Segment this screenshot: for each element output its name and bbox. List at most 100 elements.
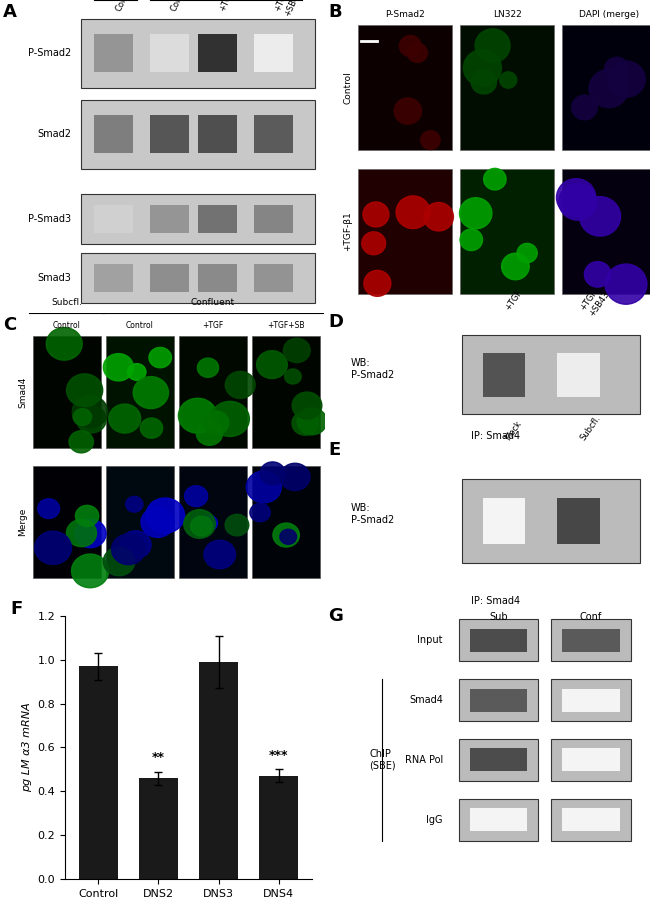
Bar	[551, 739, 630, 781]
Circle shape	[424, 203, 454, 231]
Bar	[562, 748, 619, 772]
Circle shape	[225, 515, 249, 535]
Text: Sub: Sub	[489, 612, 508, 622]
Text: **: **	[152, 751, 165, 764]
Text: Subcfl.: Subcfl.	[51, 298, 82, 306]
Bar	[562, 169, 650, 294]
Circle shape	[109, 404, 140, 433]
Circle shape	[517, 244, 537, 263]
Circle shape	[185, 486, 208, 506]
Circle shape	[127, 363, 146, 381]
Circle shape	[66, 374, 103, 407]
Bar	[252, 336, 320, 448]
Bar	[32, 466, 101, 578]
Circle shape	[605, 264, 647, 304]
Circle shape	[257, 351, 287, 379]
Circle shape	[556, 178, 596, 217]
Bar	[470, 629, 527, 652]
Circle shape	[460, 198, 492, 229]
Text: P-Smad2: P-Smad2	[385, 10, 424, 19]
Bar	[254, 265, 292, 292]
Text: A: A	[3, 3, 17, 21]
Text: ChIP
(SBE): ChIP (SBE)	[370, 749, 396, 771]
Text: +TGF
+SB43: +TGF +SB43	[578, 284, 611, 318]
Circle shape	[589, 70, 629, 108]
Circle shape	[408, 43, 427, 63]
Circle shape	[77, 406, 106, 433]
Circle shape	[559, 184, 597, 220]
Circle shape	[260, 462, 285, 485]
Circle shape	[460, 229, 482, 251]
Text: Smad4: Smad4	[18, 376, 27, 408]
Circle shape	[364, 270, 391, 296]
Circle shape	[250, 503, 270, 522]
Circle shape	[203, 411, 229, 435]
Circle shape	[125, 496, 143, 512]
Bar	[81, 253, 315, 304]
Text: C: C	[3, 315, 16, 333]
Text: Control: Control	[114, 0, 135, 14]
Circle shape	[246, 471, 281, 503]
Text: +TGF
+SB43: +TGF +SB43	[273, 0, 303, 17]
Bar	[462, 479, 640, 564]
Text: E: E	[328, 441, 341, 459]
Bar	[94, 34, 133, 72]
Circle shape	[75, 519, 106, 548]
Text: Smad2: Smad2	[38, 130, 72, 140]
Circle shape	[69, 430, 94, 453]
Text: Subcfl.: Subcfl.	[578, 413, 603, 442]
Circle shape	[46, 328, 82, 361]
Text: +TGF-β1: +TGF-β1	[343, 211, 352, 251]
Bar	[459, 620, 538, 661]
Bar	[470, 808, 527, 832]
Circle shape	[103, 353, 133, 381]
Bar	[150, 265, 188, 292]
Circle shape	[190, 516, 213, 536]
Bar	[81, 100, 315, 169]
Text: +TGF: +TGF	[218, 0, 236, 14]
Circle shape	[103, 547, 135, 575]
Text: Merge: Merge	[18, 507, 27, 535]
Circle shape	[133, 377, 168, 409]
Circle shape	[273, 523, 300, 547]
Text: F: F	[10, 601, 23, 618]
Bar	[198, 115, 237, 153]
Circle shape	[204, 540, 235, 569]
Bar	[198, 34, 237, 72]
Circle shape	[399, 35, 421, 56]
Bar	[482, 498, 525, 545]
Circle shape	[120, 531, 151, 558]
Text: DAPI (merge): DAPI (merge)	[579, 10, 640, 19]
Circle shape	[72, 396, 108, 428]
Bar	[179, 466, 247, 578]
Text: D: D	[328, 313, 343, 331]
Bar	[254, 115, 292, 153]
Bar	[358, 25, 452, 150]
Text: IgG: IgG	[426, 814, 443, 824]
Bar	[358, 169, 452, 294]
Circle shape	[396, 196, 430, 228]
Bar	[94, 265, 133, 292]
Circle shape	[198, 358, 218, 377]
Bar	[558, 498, 599, 545]
Text: RNA Pol: RNA Pol	[404, 755, 443, 765]
Text: P-Smad3: P-Smad3	[29, 214, 72, 224]
Circle shape	[184, 510, 215, 538]
Bar	[562, 689, 619, 712]
Bar	[81, 194, 315, 244]
Text: Confluent: Confluent	[191, 298, 235, 306]
Circle shape	[500, 72, 517, 88]
Bar	[150, 115, 188, 153]
Bar	[94, 115, 133, 153]
Bar	[150, 205, 188, 233]
Bar	[459, 799, 538, 841]
Bar	[179, 336, 247, 448]
Circle shape	[66, 519, 97, 546]
Circle shape	[72, 554, 109, 588]
Text: Control: Control	[53, 322, 81, 330]
Text: +TGF: +TGF	[504, 288, 525, 312]
Circle shape	[196, 421, 222, 445]
Bar	[470, 748, 527, 772]
Circle shape	[604, 57, 629, 81]
Bar	[482, 353, 525, 397]
